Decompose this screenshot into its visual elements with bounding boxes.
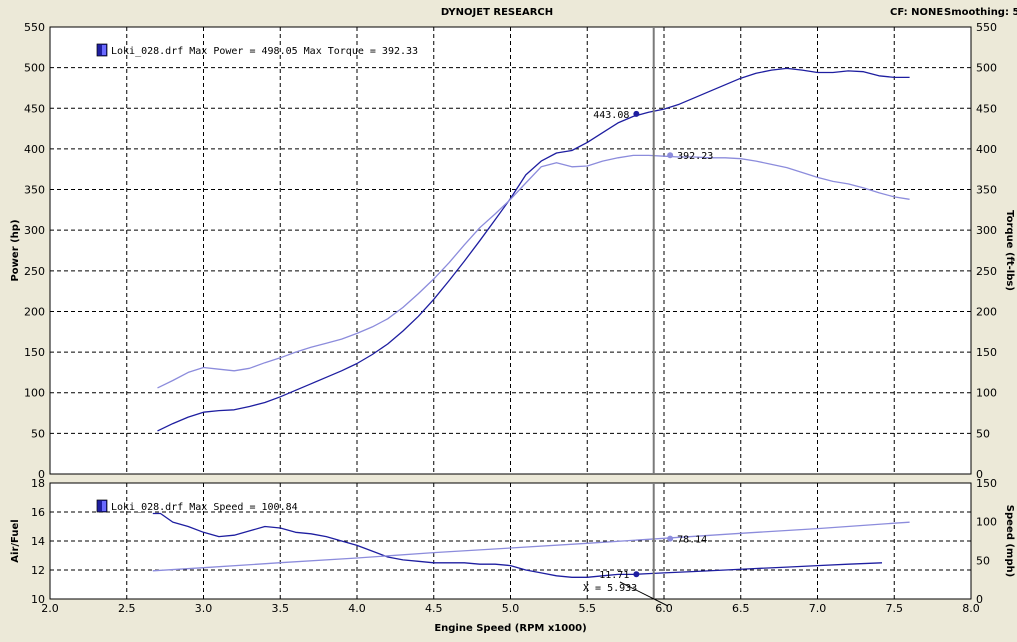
y-tick-label: 200 (24, 305, 45, 318)
smoothing-label: Smoothing: 5 (944, 7, 1017, 18)
y-tick-label: 12 (31, 564, 45, 577)
y-tick-label: 100 (24, 387, 45, 400)
y-tick-label: 150 (24, 346, 45, 359)
x-tick-label: 4.0 (348, 602, 366, 615)
y-tick-label: 14 (31, 535, 45, 548)
chart-title: DYNOJET RESEARCH (441, 7, 553, 18)
marker-torque (667, 152, 674, 159)
marker-speed (667, 535, 674, 542)
y2-tick-label: 50 (976, 427, 990, 440)
x-tick-label: 5.5 (579, 602, 597, 615)
x-tick-label: 7.0 (809, 602, 827, 615)
cf-label: CF: NONE (890, 7, 943, 18)
y2-tick-label: 0 (976, 468, 983, 481)
y2-tick-label: 0 (976, 593, 983, 606)
x-tick-label: 2.5 (118, 602, 136, 615)
x-tick-label: 8.0 (962, 602, 980, 615)
cursor-readout-label: X = 5.933 (583, 583, 637, 594)
marker-label-air_fuel: 11.71 (599, 570, 629, 581)
x-tick-label: 7.5 (886, 602, 904, 615)
y-tick-label: 500 (24, 62, 45, 75)
x-tick-label: 6.0 (655, 602, 673, 615)
y2-axis-label: Speed (mph) (1004, 505, 1015, 577)
x-axis-label: Engine Speed (RPM x1000) (434, 623, 586, 634)
y-tick-label: 350 (24, 184, 45, 197)
y2-tick-label: 100 (976, 516, 997, 529)
legend-text: Loki_028.drf Max Speed = 100.84 (111, 502, 298, 513)
y2-tick-label: 100 (976, 387, 997, 400)
legend-swatch-highlight (102, 45, 106, 55)
y-tick-label: 400 (24, 143, 45, 156)
y2-tick-label: 50 (976, 554, 990, 567)
y-tick-label: 16 (31, 506, 45, 519)
y2-tick-label: 250 (976, 265, 997, 278)
y-tick-label: 250 (24, 265, 45, 278)
marker-label-power: 443.08 (593, 110, 629, 121)
y2-tick-label: 300 (976, 224, 997, 237)
x-tick-label: 4.5 (425, 602, 443, 615)
y-tick-label: 450 (24, 102, 45, 115)
y-tick-label: 550 (24, 21, 45, 34)
x-tick-label: 2.0 (41, 602, 59, 615)
y2-tick-label: 150 (976, 346, 997, 359)
series-line-power (157, 67, 910, 432)
y-tick-label: 10 (31, 593, 45, 606)
y2-tick-label: 350 (976, 184, 997, 197)
y2-tick-label: 400 (976, 143, 997, 156)
y2-tick-label: 150 (976, 477, 997, 490)
x-tick-label: 3.5 (272, 602, 290, 615)
cursor-readout-leader (619, 581, 669, 607)
y-tick-label: 300 (24, 224, 45, 237)
marker-air_fuel (633, 571, 640, 578)
x-tick-label: 3.0 (195, 602, 213, 615)
marker-label-speed: 78.14 (677, 535, 707, 546)
marker-label-torque: 392.23 (677, 151, 713, 162)
x-tick-label: 5.0 (502, 602, 520, 615)
series-line-torque (157, 154, 910, 389)
y-axis-label: Air/Fuel (10, 519, 21, 562)
series-line-air_fuel (152, 512, 883, 578)
power-torque-panel: 0 50 100 150 200 250 300 350 400 450 500 550 0 50 100 1… (10, 21, 1015, 481)
y-tick-label: 50 (31, 427, 45, 440)
airfuel-speed-panel: 10 12 14 16 18 0 50 100 150 2.0 2.5 3.0 3.5 4.0 4.5 5.0… (10, 477, 1015, 634)
x-tick-label: 6.5 (732, 602, 750, 615)
series-line-speed (152, 521, 910, 572)
y2-tick-label: 550 (976, 21, 997, 34)
y-tick-label: 18 (31, 477, 45, 490)
y2-tick-label: 200 (976, 305, 997, 318)
legend-swatch-highlight (102, 501, 106, 511)
y2-tick-label: 500 (976, 62, 997, 75)
y-axis-label: Power (hp) (10, 219, 21, 281)
y2-axis-label: Torque (ft-lbs) (1004, 210, 1015, 291)
marker-power (633, 110, 640, 117)
y2-tick-label: 450 (976, 102, 997, 115)
legend-text: Loki_028.drf Max Power = 498.05 Max Torq… (111, 46, 418, 57)
y-tick-label: 0 (38, 468, 45, 481)
